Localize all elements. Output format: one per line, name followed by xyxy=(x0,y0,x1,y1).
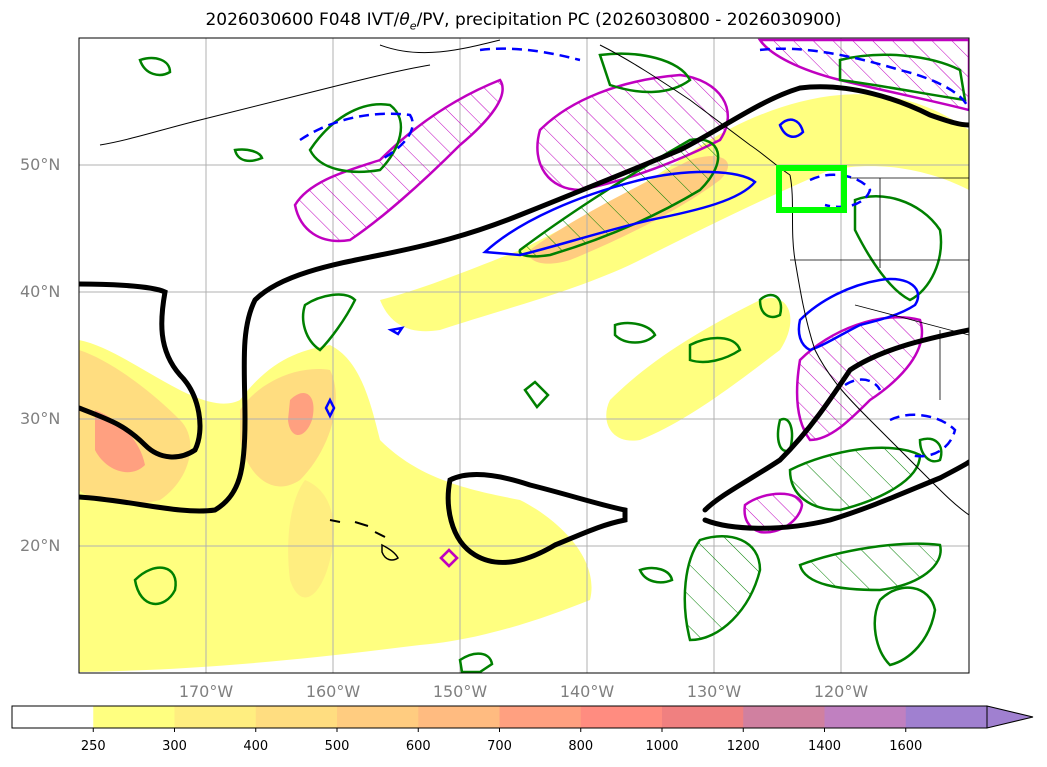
colorbar-tick-label: 250 xyxy=(80,739,106,754)
lon-label-140w: 140°W xyxy=(559,682,615,701)
colorbar-segment xyxy=(93,706,175,728)
pv-small-diamond xyxy=(439,548,459,568)
lat-label-40n: 40°N xyxy=(20,282,61,301)
colorbar xyxy=(11,705,1034,732)
colorbar-tick-label: 500 xyxy=(324,739,350,754)
title-theta-sub: e xyxy=(409,19,417,33)
lon-label-120w: 120°W xyxy=(813,682,869,701)
lon-label-160w: 160°W xyxy=(305,682,361,701)
colorbar-segment xyxy=(743,706,825,728)
title-rest: /PV, precipitation PC (2026030800 - 2026… xyxy=(416,10,842,30)
colorbar-extend-arrow xyxy=(986,705,1034,729)
map-frame xyxy=(78,37,970,674)
colorbar-segment xyxy=(580,706,663,728)
colorbar-tick-label: 1200 xyxy=(726,739,760,754)
colorbar-tick-label: 1400 xyxy=(807,739,842,754)
colorbar-segment xyxy=(418,706,500,728)
colorbar-tick-label: 700 xyxy=(487,739,512,754)
colorbar-tick-label: 600 xyxy=(405,739,431,754)
lat-label-20n: 20°N xyxy=(20,536,61,555)
colorbar-segment xyxy=(499,706,582,728)
title-theta: θ xyxy=(399,10,410,30)
colorbar-segment xyxy=(337,706,419,728)
map-content xyxy=(79,38,969,673)
lon-label-150w: 150°W xyxy=(432,682,488,701)
title-main: 2026030600 F048 IVT/ xyxy=(205,10,400,30)
colorbar-tick-label: 1000 xyxy=(645,739,679,754)
lon-label-130w: 130°W xyxy=(686,682,742,701)
precip-contours xyxy=(133,52,967,673)
chart-title: 2026030600 F048 IVT/θe/PV, precipitation… xyxy=(0,10,1047,32)
lon-label-170w: 170°W xyxy=(178,682,234,701)
colorbar-segment xyxy=(12,706,94,728)
colorbar-segment xyxy=(662,706,744,728)
lat-label-30n: 30°N xyxy=(20,409,61,428)
colorbar-segment xyxy=(824,706,907,728)
lat-label-50n: 50°N xyxy=(20,155,61,174)
colorbar-tick-label: 800 xyxy=(568,739,594,754)
colorbar-tick-label: 400 xyxy=(243,739,269,754)
highlight-box xyxy=(776,165,847,213)
colorbar-tick-label: 1600 xyxy=(889,739,923,754)
colorbar-tick-label: 300 xyxy=(162,739,187,754)
coastlines xyxy=(99,39,969,561)
colorbar-segment xyxy=(905,706,988,728)
pv-contour xyxy=(79,84,969,565)
colorbar-segment xyxy=(255,706,338,728)
colorbar-segment xyxy=(174,706,257,728)
